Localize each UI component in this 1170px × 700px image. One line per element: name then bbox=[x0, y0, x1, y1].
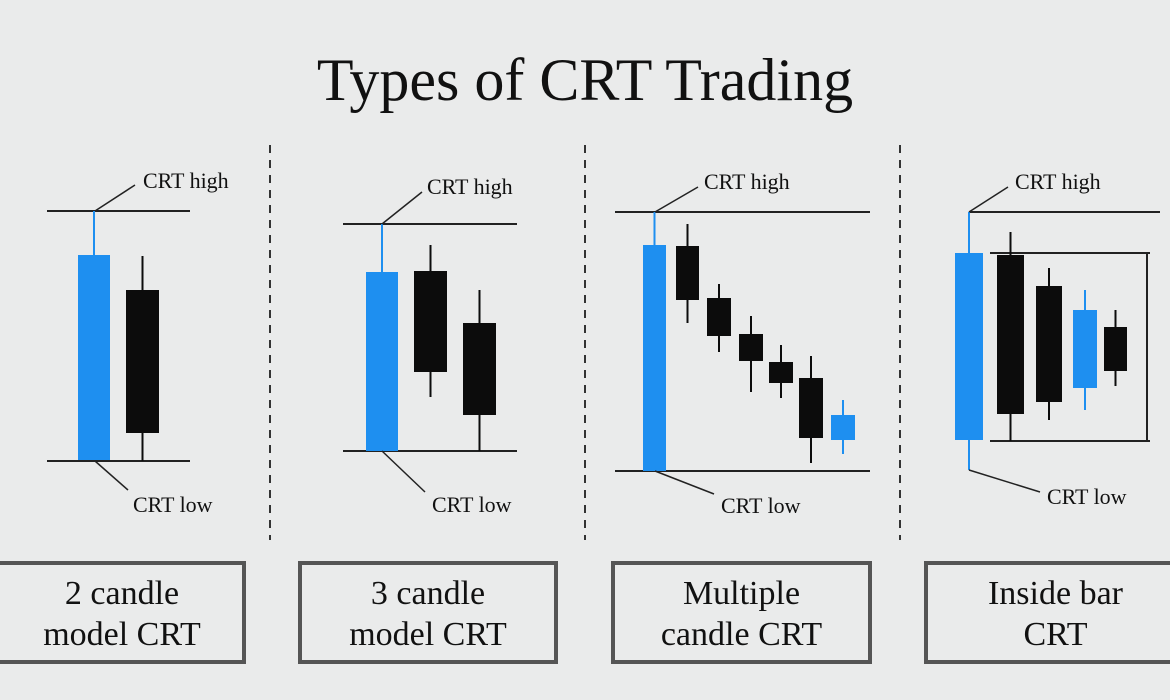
candle-body bbox=[366, 272, 398, 451]
pointer-line bbox=[968, 186, 1009, 213]
crt-low-label: CRT low bbox=[1047, 484, 1127, 509]
caption-line: Multiple bbox=[683, 575, 800, 612]
caption-line: candle CRT bbox=[661, 616, 823, 653]
candle-body bbox=[799, 378, 823, 438]
caption-box bbox=[611, 561, 872, 664]
pointer-line bbox=[654, 186, 699, 213]
candle-body bbox=[414, 271, 447, 372]
candle-body bbox=[643, 245, 666, 471]
caption-line: 3 candle bbox=[371, 575, 485, 612]
pointer-line bbox=[968, 469, 1041, 493]
pointer-line bbox=[94, 460, 129, 491]
pointer-line bbox=[381, 191, 423, 225]
candle-body bbox=[126, 290, 159, 433]
candle-body bbox=[78, 255, 110, 460]
crt-high-label: CRT high bbox=[704, 169, 790, 194]
caption-line: Inside bar bbox=[988, 575, 1124, 612]
caption-line: CRT bbox=[1023, 616, 1087, 653]
candle-body bbox=[739, 334, 763, 361]
caption-box bbox=[924, 561, 1170, 664]
crt-high-label: CRT high bbox=[143, 168, 229, 193]
pointer-line bbox=[381, 450, 426, 493]
crt-high-label: CRT high bbox=[427, 174, 513, 199]
candle-body bbox=[997, 255, 1024, 414]
candle-body bbox=[831, 415, 855, 440]
pointer-line bbox=[94, 184, 136, 212]
candle-body bbox=[955, 253, 983, 440]
caption-line: model CRT bbox=[43, 616, 201, 653]
title: Types of CRT Trading bbox=[317, 47, 853, 113]
candle-body bbox=[707, 298, 731, 336]
crt-low-label: CRT low bbox=[133, 492, 213, 517]
crt-high-label: CRT high bbox=[1015, 169, 1101, 194]
caption-box bbox=[0, 561, 246, 664]
candle-body bbox=[676, 246, 699, 300]
candle-body bbox=[1073, 310, 1097, 388]
caption-line: 2 candle bbox=[65, 575, 179, 612]
caption-box bbox=[298, 561, 558, 664]
caption-line: model CRT bbox=[349, 616, 507, 653]
pointer-line bbox=[654, 470, 715, 495]
crt-low-label: CRT low bbox=[721, 493, 801, 518]
candle-body bbox=[1036, 286, 1062, 402]
crt-low-label: CRT low bbox=[432, 492, 512, 517]
candle-body bbox=[1104, 327, 1127, 371]
candle-body bbox=[769, 362, 793, 383]
candle-body bbox=[463, 323, 496, 415]
